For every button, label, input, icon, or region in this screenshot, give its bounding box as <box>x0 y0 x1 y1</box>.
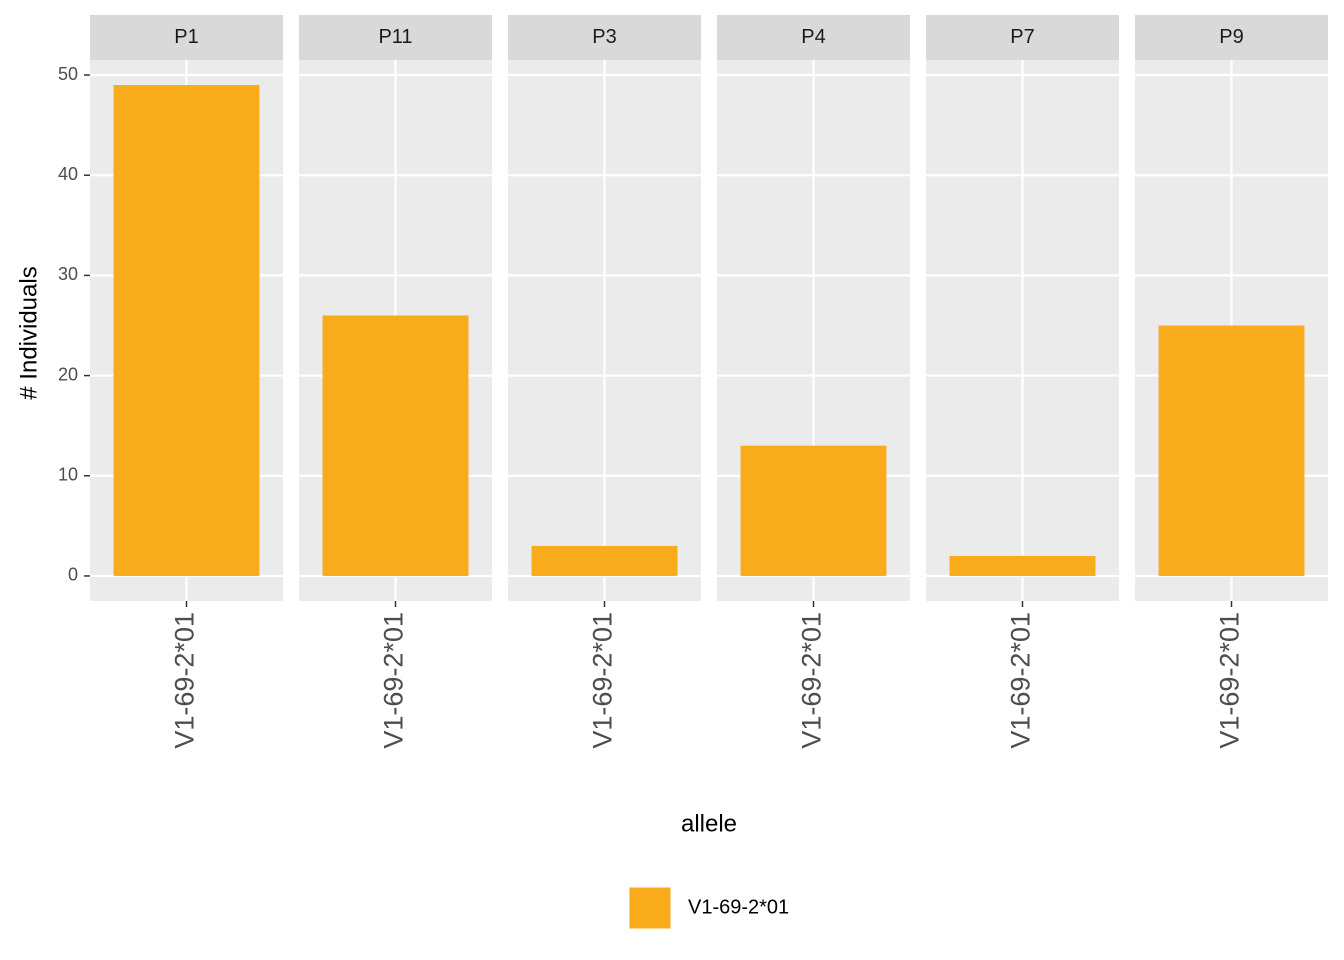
y-tick-label: 10 <box>58 465 78 485</box>
bar <box>949 555 1096 576</box>
y-tick-label: 40 <box>58 164 78 184</box>
y-axis-title: # Individuals <box>15 266 42 399</box>
x-tick-label: V1-69-2*01 <box>1215 612 1245 749</box>
facet-label: P4 <box>801 26 825 48</box>
x-tick-label: V1-69-2*01 <box>379 612 409 749</box>
x-tick-label: V1-69-2*01 <box>588 612 618 749</box>
bar <box>740 445 887 576</box>
bar <box>1158 325 1305 576</box>
bar <box>113 85 260 576</box>
strip <box>90 15 283 60</box>
strip <box>299 15 492 60</box>
strip <box>1135 15 1328 60</box>
x-tick-label: V1-69-2*01 <box>170 612 200 749</box>
bar <box>531 545 678 576</box>
x-axis-title: allele <box>681 810 737 837</box>
facet-label: P3 <box>592 26 616 48</box>
bar <box>322 315 469 576</box>
y-tick-label: 30 <box>58 264 78 284</box>
legend-label: V1-69-2*01 <box>688 896 789 918</box>
y-tick-label: 20 <box>58 364 78 384</box>
facet-label: P11 <box>378 26 412 48</box>
y-tick-label: 50 <box>58 64 78 84</box>
facet-label: P7 <box>1010 26 1034 48</box>
facet-label: P9 <box>1219 26 1243 48</box>
y-tick-label: 0 <box>68 565 78 585</box>
legend-swatch <box>628 886 672 930</box>
strip <box>508 15 701 60</box>
strip <box>926 15 1119 60</box>
strip <box>717 15 910 60</box>
x-tick-label: V1-69-2*01 <box>1006 612 1036 749</box>
facet-label: P1 <box>174 26 198 48</box>
x-tick-label: V1-69-2*01 <box>797 612 827 749</box>
